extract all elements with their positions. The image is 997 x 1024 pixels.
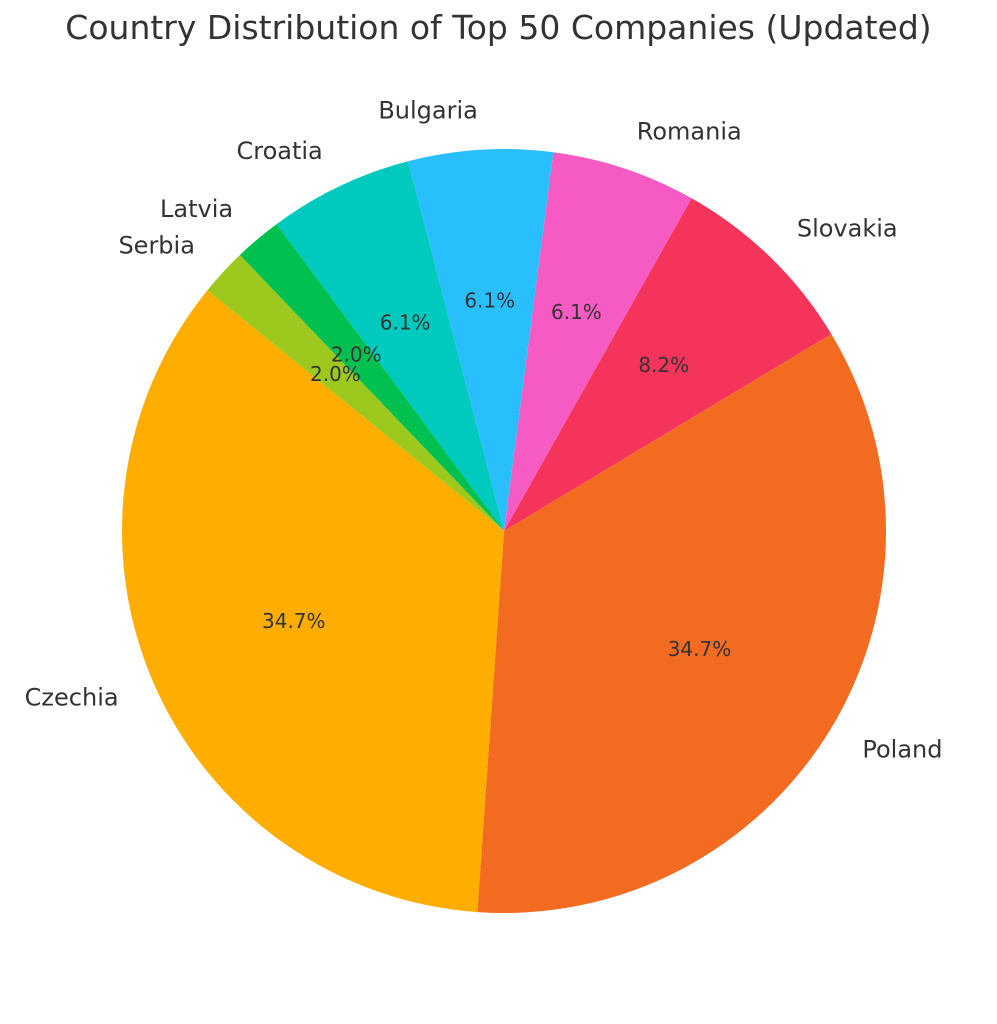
pie-slice-poland xyxy=(477,333,887,914)
chart-title: Country Distribution of Top 50 Companies… xyxy=(65,8,932,47)
slice-percent-serbia: 2.0% xyxy=(310,362,361,386)
pie-slice-bulgaria xyxy=(407,149,554,531)
slice-percent-czechia: 34.7% xyxy=(262,609,326,633)
slice-percent-romania: 6.1% xyxy=(551,300,602,324)
slice-label-romania: Romania xyxy=(637,117,742,145)
slice-label-czechia: Czechia xyxy=(25,683,119,711)
slice-percent-croatia: 6.1% xyxy=(380,311,431,335)
slice-label-bulgaria: Bulgaria xyxy=(378,97,478,125)
slice-percent-bulgaria: 6.1% xyxy=(464,289,515,313)
pie-slice-romania xyxy=(504,152,692,531)
slice-percent-slovakia: 8.2% xyxy=(638,353,689,377)
slice-label-croatia: Croatia xyxy=(236,137,322,165)
pie-slice-czechia xyxy=(122,290,504,913)
slice-label-latvia: Latvia xyxy=(160,195,233,223)
slice-percent-poland: 34.7% xyxy=(668,637,732,661)
slice-label-serbia: Serbia xyxy=(118,231,194,259)
pie-slice-latvia xyxy=(239,224,505,531)
slice-percent-latvia: 2.0% xyxy=(331,342,382,366)
pie-slice-serbia xyxy=(207,255,504,532)
slice-label-poland: Poland xyxy=(862,735,942,763)
pie-slice-slovakia xyxy=(504,198,832,531)
slice-label-slovakia: Slovakia xyxy=(797,215,898,243)
pie-slice-croatia xyxy=(276,161,504,531)
